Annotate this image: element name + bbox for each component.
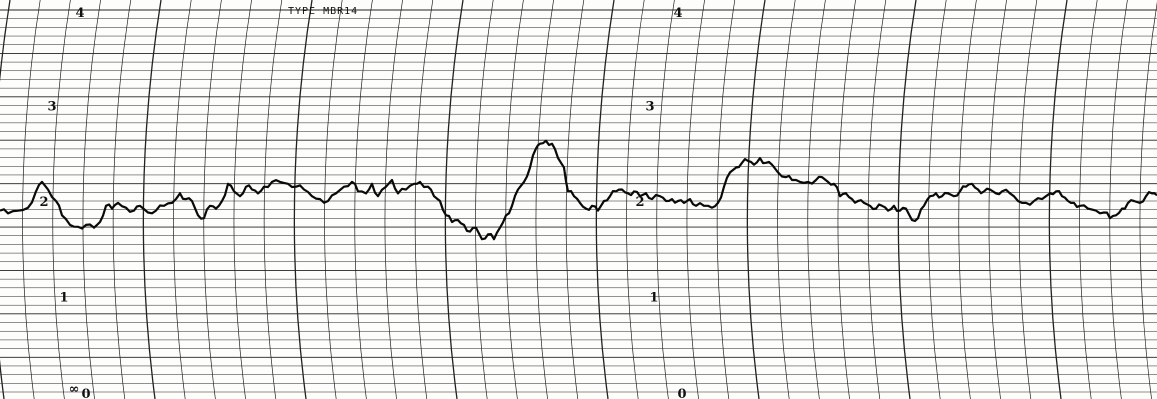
time-arc — [897, 0, 917, 399]
time-arc — [142, 0, 162, 399]
time-arc — [1139, 1, 1157, 399]
tick-label-2: 2 — [635, 195, 644, 210]
time-arc — [112, 0, 132, 399]
time-arc — [988, 0, 1007, 399]
time-arc — [475, 0, 494, 399]
time-arc — [414, 0, 434, 399]
time-arc — [1048, 0, 1068, 399]
tick-label-3: 3 — [645, 100, 654, 115]
time-arc — [595, 0, 615, 399]
time-arc — [203, 0, 222, 399]
time-arc — [82, 0, 101, 399]
tick-label-4: 4 — [75, 6, 84, 21]
time-arc — [1079, 0, 1098, 399]
time-arc — [1018, 0, 1038, 399]
tick-label-4: 4 — [673, 6, 682, 21]
time-arc — [656, 0, 675, 399]
time-arc — [777, 0, 796, 399]
time-arc — [52, 0, 71, 399]
time-arc — [293, 0, 313, 399]
time-arc — [22, 0, 41, 399]
time-arc — [384, 0, 403, 399]
infinity-label: ∞ — [69, 382, 80, 397]
chart-title: TYPE MBR14 — [288, 6, 358, 17]
recorded-trace — [0, 139, 1157, 241]
tick-label-1: 1 — [59, 291, 68, 306]
time-arc — [928, 0, 947, 399]
time-arc — [626, 0, 645, 399]
time-arc — [324, 0, 343, 399]
time-arc — [444, 0, 464, 399]
time-arc — [354, 0, 373, 399]
tick-label-1: 1 — [649, 291, 658, 306]
tick-label-0: 0 — [677, 387, 686, 399]
time-arc — [233, 0, 252, 399]
time-arc — [535, 0, 554, 399]
time-arc — [746, 0, 766, 399]
time-arc — [867, 0, 887, 399]
tick-label-2: 2 — [39, 195, 48, 210]
time-arc — [716, 0, 736, 399]
tick-label-3: 3 — [47, 100, 56, 115]
time-arc — [565, 0, 585, 399]
time-arc — [1109, 0, 1128, 399]
time-arc — [263, 0, 283, 399]
time-arc — [505, 0, 524, 399]
series-line-0 — [0, 139, 1157, 241]
time-arc — [837, 0, 856, 399]
time-arc — [958, 0, 977, 399]
time-arc — [0, 0, 11, 399]
time-arc — [807, 0, 826, 399]
tick-label-0: 0 — [81, 387, 90, 399]
